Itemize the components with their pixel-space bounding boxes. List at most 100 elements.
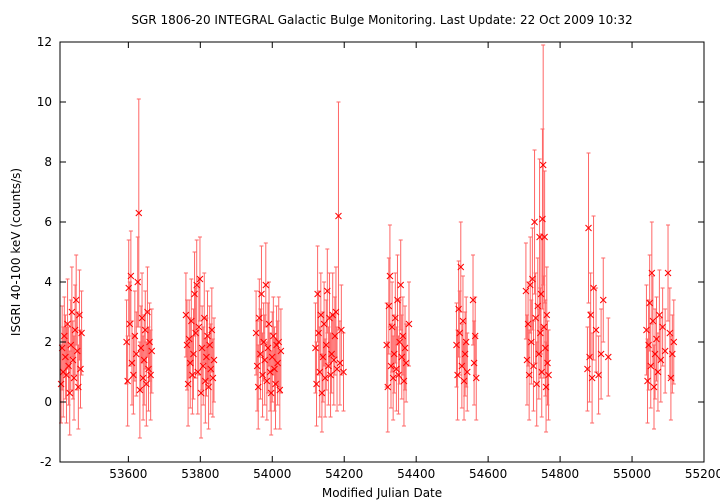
- data-point: [327, 371, 334, 379]
- data-point: [277, 347, 285, 355]
- data-point: [67, 341, 75, 349]
- data-point: [539, 161, 547, 169]
- data-point: [666, 329, 674, 337]
- data-point: [651, 350, 659, 358]
- data-point: [199, 362, 207, 370]
- data-point: [276, 386, 284, 394]
- data-point: [255, 314, 263, 322]
- data-point: [388, 323, 396, 331]
- x-tick-label: 55000: [613, 467, 651, 481]
- data-point: [74, 383, 82, 391]
- data-point: [210, 356, 218, 364]
- data-point: [312, 344, 319, 352]
- data-point: [185, 335, 193, 343]
- data-point: [543, 311, 551, 319]
- data-point: [208, 326, 216, 334]
- data-point: [461, 350, 469, 358]
- data-point: [148, 347, 156, 355]
- data-point: [333, 365, 341, 373]
- data-point: [197, 389, 205, 397]
- data-point: [393, 365, 400, 373]
- data-point: [656, 311, 663, 319]
- data-point: [69, 356, 77, 364]
- data-point: [254, 383, 262, 391]
- y-tick-label: 2: [44, 335, 52, 349]
- data-point: [335, 212, 342, 220]
- data-point: [462, 338, 470, 346]
- data-point: [459, 317, 467, 325]
- x-axis-label: Modified Julian Date: [322, 486, 442, 500]
- y-tick-label: 8: [44, 155, 52, 169]
- data-point: [268, 353, 276, 361]
- data-point: [73, 347, 81, 355]
- data-point: [529, 275, 536, 283]
- data-point: [259, 371, 266, 379]
- data-point: [274, 359, 282, 367]
- data-point: [654, 368, 662, 376]
- data-point: [127, 272, 135, 280]
- data-point: [531, 218, 538, 226]
- x-axis-ticks: 53600 53800 54000 54200 54400 54600 54800 55000…: [109, 42, 720, 481]
- data-point: [189, 371, 196, 379]
- data-point: [66, 389, 74, 397]
- plot-frame: [59, 41, 705, 463]
- data-point: [394, 296, 401, 304]
- data-point: [146, 338, 153, 346]
- data-points-layer: [57, 161, 678, 397]
- data-point: [65, 362, 72, 370]
- data-point: [60, 332, 68, 340]
- data-point: [322, 341, 330, 349]
- data-point: [321, 374, 329, 382]
- data-point: [469, 296, 477, 304]
- data-point: [271, 365, 278, 373]
- data-point: [463, 368, 471, 376]
- data-point: [139, 374, 147, 382]
- y-tick-label: 10: [37, 95, 52, 109]
- data-point: [454, 371, 461, 379]
- data-point: [336, 359, 344, 367]
- data-point: [597, 350, 605, 358]
- data-point: [253, 362, 261, 370]
- data-point: [314, 290, 321, 298]
- x-tick-label: 53600: [109, 467, 147, 481]
- data-point: [275, 338, 283, 346]
- data-point: [524, 320, 532, 328]
- data-point: [123, 338, 130, 346]
- data-point: [537, 290, 545, 298]
- data-point: [203, 353, 210, 361]
- data-point: [397, 281, 405, 289]
- data-point: [526, 281, 534, 289]
- data-point: [190, 350, 197, 358]
- data-point: [399, 332, 407, 340]
- data-point: [319, 353, 327, 361]
- x-tick-label: 54000: [253, 467, 291, 481]
- data-point: [318, 389, 326, 397]
- data-point: [470, 359, 478, 367]
- data-point: [471, 332, 479, 340]
- data-point: [62, 353, 69, 361]
- data-point: [64, 320, 71, 328]
- data-point: [272, 380, 279, 388]
- data-point: [128, 359, 136, 367]
- data-point: [331, 332, 339, 340]
- data-point: [647, 362, 655, 370]
- data-point: [130, 371, 137, 379]
- data-point: [144, 308, 151, 316]
- data-point: [383, 341, 391, 349]
- data-point: [648, 269, 656, 277]
- data-point: [387, 362, 395, 370]
- data-point: [395, 371, 402, 379]
- data-point: [643, 326, 650, 334]
- data-point: [586, 353, 593, 361]
- data-point: [57, 380, 65, 388]
- data-point: [649, 317, 657, 325]
- data-point: [386, 272, 394, 280]
- x-tick-label: 54400: [397, 467, 435, 481]
- y-axis-ticks: -2 0 2 4 6 8 10 12: [37, 35, 704, 469]
- data-point: [325, 362, 332, 370]
- data-point: [646, 299, 654, 307]
- data-point: [71, 326, 79, 334]
- data-point: [532, 314, 539, 322]
- data-point: [140, 356, 148, 364]
- y-tick-label: -2: [40, 455, 52, 469]
